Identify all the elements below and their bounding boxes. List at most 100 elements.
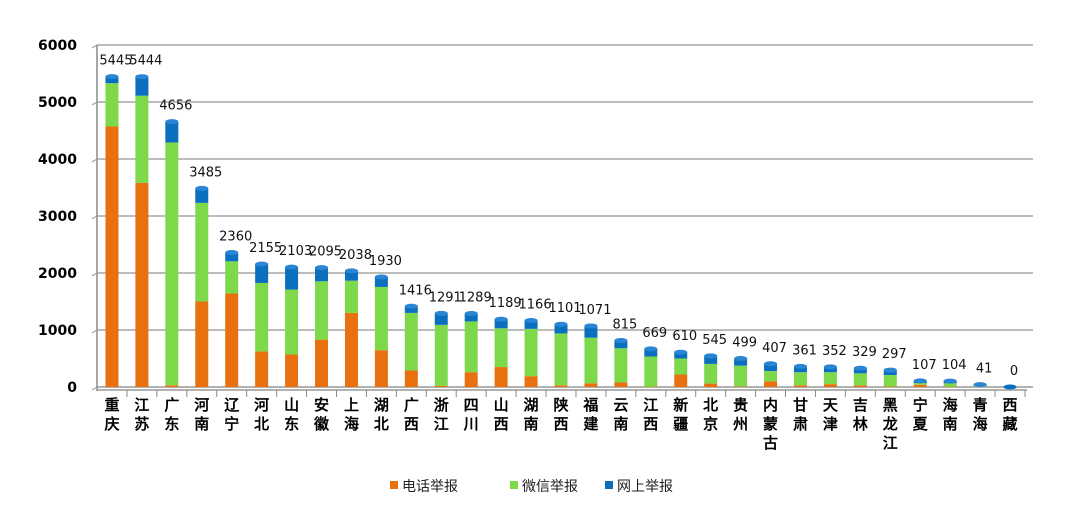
bar-top-cap [374, 274, 388, 280]
data-label: 1071 [578, 303, 611, 318]
legend-swatch [390, 481, 398, 489]
bar-segment-online [554, 324, 568, 334]
bar-segment-phone [943, 386, 957, 388]
bar-segment-phone [674, 374, 688, 387]
y-tick-mark [91, 44, 98, 49]
bar-top-cap [285, 264, 299, 270]
bar-segment-phone [734, 386, 748, 387]
bar-top-cap [494, 316, 508, 322]
bar-top-cap [973, 382, 987, 388]
legend-label: 电话举报 [402, 479, 458, 495]
bar-segment-online [614, 340, 628, 349]
bar-stack [135, 74, 149, 387]
category-label: 吉林 [853, 396, 869, 433]
y-tick-mark [91, 386, 98, 391]
bar-segment-phone [524, 376, 538, 387]
bar-top-cap [165, 119, 179, 125]
bar-segment-online [255, 264, 269, 283]
bar-segment-online [344, 270, 358, 281]
bar-segment-wechat [494, 328, 508, 368]
bar-stack [1003, 384, 1017, 390]
data-label: 5445 [99, 54, 132, 69]
data-label: 2155 [249, 241, 282, 256]
bar-stack [853, 365, 867, 387]
data-label: 1166 [519, 298, 552, 313]
bar-segment-phone [554, 385, 568, 387]
category-label: 河南 [194, 396, 209, 433]
y-tick-label: 2000 [38, 266, 77, 282]
bar-segment-wechat [704, 363, 718, 384]
category-label: 四川 [463, 396, 479, 433]
bar-segment-phone [913, 384, 927, 387]
data-label: 5444 [129, 54, 162, 69]
data-label: 669 [642, 326, 667, 341]
category-label: 甘肃 [793, 396, 808, 433]
bar-stack [943, 378, 957, 388]
bar-segment-wechat [524, 328, 538, 377]
category-label: 辽宁 [224, 396, 239, 433]
data-label: 361 [792, 343, 817, 358]
data-label: 407 [762, 341, 787, 356]
data-label: 545 [702, 333, 727, 348]
bar-top-cap [704, 353, 718, 359]
bar-top-cap [644, 346, 658, 352]
bar-segment-online [285, 267, 299, 290]
category-label: 天津 [823, 396, 839, 433]
bar-segment-phone [315, 339, 329, 387]
category-label: 湖北 [374, 396, 389, 433]
bar-top-cap [764, 361, 778, 367]
bar-segment-phone [764, 381, 778, 387]
data-label: 1189 [489, 296, 522, 311]
bar-segment-online [524, 320, 538, 329]
category-label: 山西 [494, 396, 509, 433]
bar-segment-online [584, 325, 598, 338]
data-label: 104 [942, 358, 967, 373]
category-label: 广东 [164, 396, 179, 433]
bar-segment-online [315, 267, 329, 282]
data-label: 297 [882, 347, 907, 362]
bar-top-cap [464, 311, 478, 317]
y-tick-mark [91, 158, 98, 163]
bar-segment-phone [374, 350, 388, 387]
bar-top-cap [1003, 384, 1017, 390]
bar-segment-online [644, 348, 658, 357]
data-label: 499 [732, 336, 757, 351]
bar-segment-phone [644, 386, 658, 388]
bar-top-cap [404, 303, 418, 309]
data-label: 815 [612, 318, 637, 333]
bar-top-cap [823, 364, 837, 370]
data-label: 610 [672, 329, 697, 344]
bar-top-cap [584, 323, 598, 329]
bar-segment-online [853, 368, 867, 374]
data-label: 2360 [219, 229, 252, 244]
bar-segment-wechat [584, 337, 598, 384]
category-label: 上海 [344, 396, 359, 433]
bar-segment-phone [464, 372, 478, 387]
bar-segment-phone [614, 382, 628, 387]
data-label: 1101 [548, 301, 581, 316]
bar-top-cap [614, 338, 628, 344]
legend-label: 网上举报 [617, 479, 673, 495]
bar-stack [344, 268, 358, 387]
bar-segment-wechat [853, 373, 867, 386]
bar-segment-online [434, 313, 448, 325]
bar-stack [374, 274, 388, 387]
bar-top-cap [913, 378, 927, 384]
bar-segment-phone [344, 312, 358, 387]
data-label: 0 [1010, 364, 1018, 379]
bar-stack [674, 349, 688, 387]
bar-stack [704, 353, 718, 387]
category-label: 陕西 [553, 396, 568, 433]
bar-segment-wechat [105, 83, 119, 127]
bar-top-cap [255, 261, 269, 267]
bar-top-cap [195, 185, 209, 191]
y-axis-ticks: 0 1000 2000 3000 4000 5000 6000 [38, 38, 77, 396]
category-label: 河北 [254, 396, 269, 433]
bar-segment-online [225, 252, 239, 262]
bar-stack [225, 249, 239, 387]
bar-segment-wechat [344, 280, 358, 313]
y-tick-mark [91, 329, 98, 334]
category-label: 山东 [284, 396, 299, 433]
bar-stack [285, 264, 299, 387]
